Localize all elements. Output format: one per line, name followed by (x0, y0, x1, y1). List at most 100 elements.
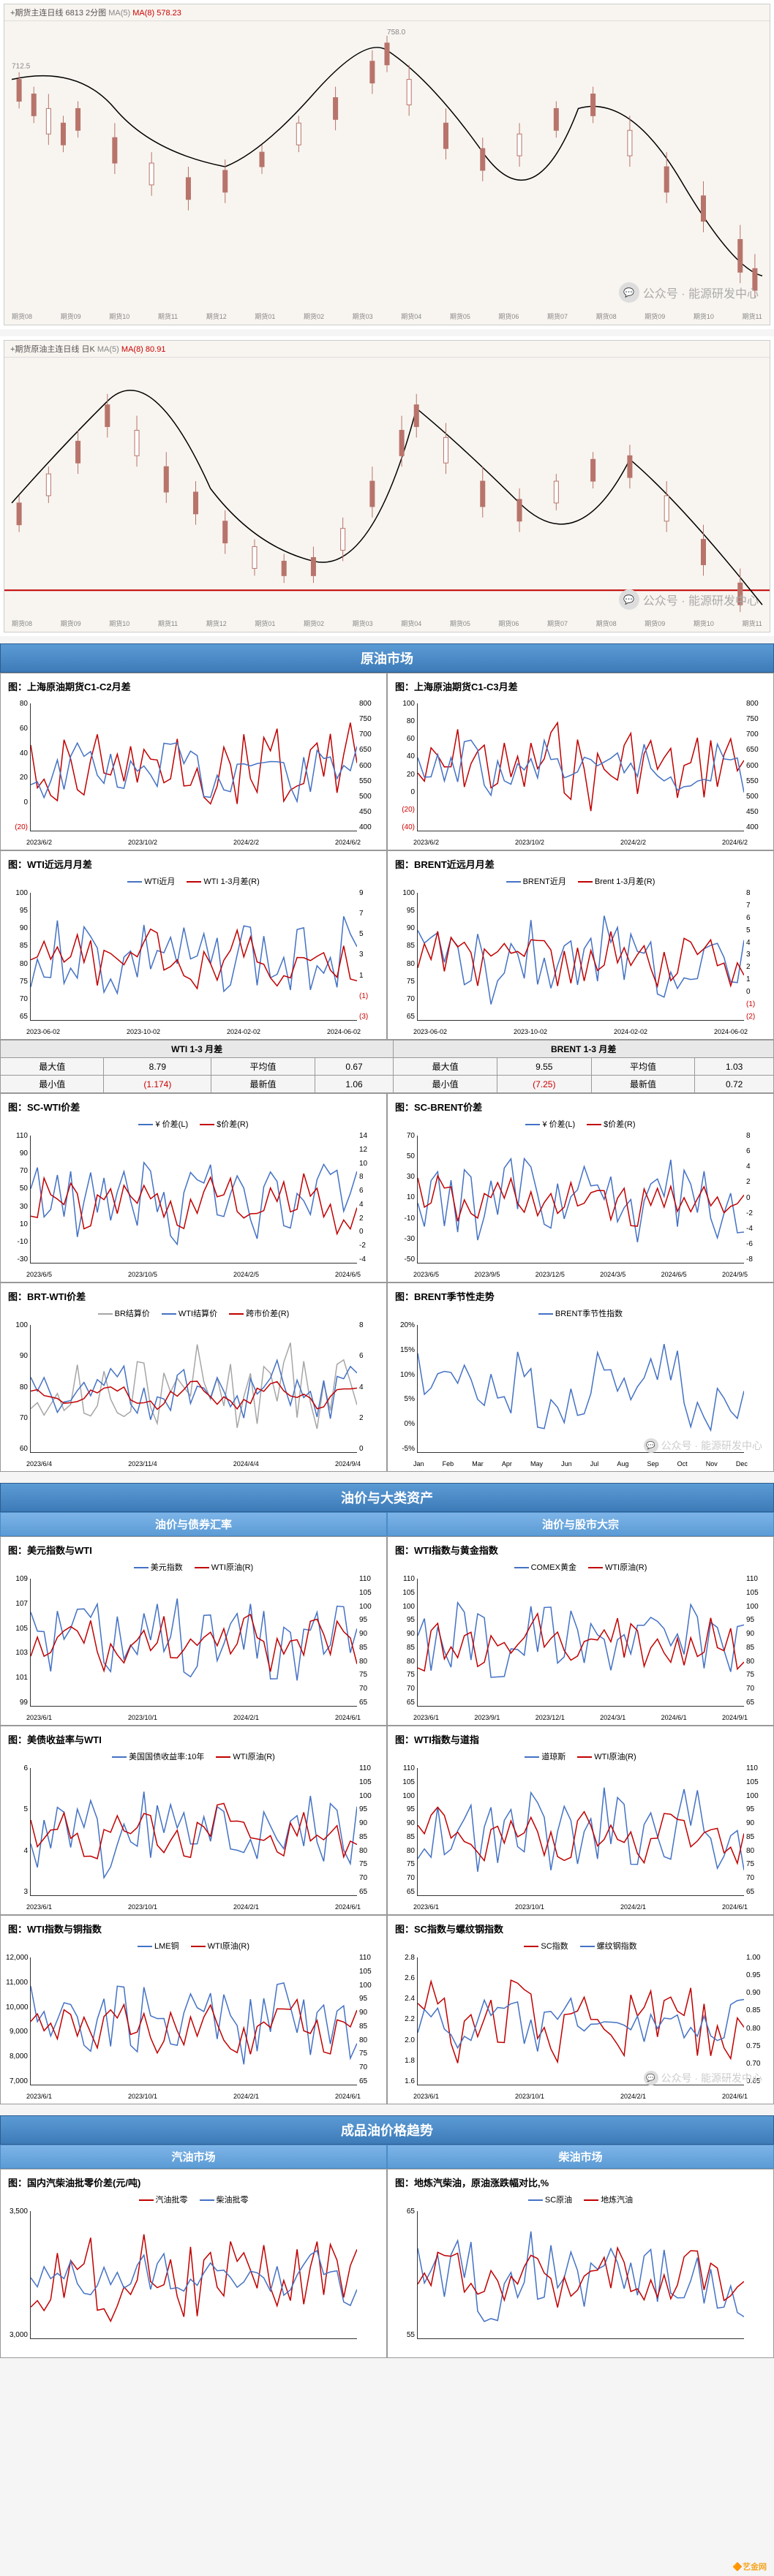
x-tick: 期货11 (742, 311, 762, 321)
y-tick: (40) (393, 823, 415, 831)
x-tick: 2024-02-02 (227, 1028, 260, 1035)
chart-cell: 图：上海原油期货C1-C2月差 806040200(20) 8007507006… (0, 673, 387, 850)
x-tick: Jul (590, 1460, 599, 1468)
y-tick: 450 (746, 808, 768, 816)
y-tick: 8 (746, 1132, 768, 1140)
y-tick: 600 (746, 762, 768, 770)
chart-cell: 图：SC指数与螺纹钢指数 SC指数螺纹钢指数 2.82.62.42.22.01.… (387, 1915, 774, 2104)
y-tick: 109 (6, 1575, 28, 1583)
x-tick: 2023/10/2 (515, 839, 544, 846)
legend-item: $价差(R) (200, 1118, 248, 1130)
x-tick: 期货12 (206, 619, 227, 628)
y-tick: 0.85 (746, 2006, 768, 2014)
x-tick: 2023/10/1 (128, 1903, 157, 1911)
y-tick: 8,000 (6, 2052, 28, 2061)
stat-label: 最小值 (1, 1076, 104, 1093)
y-axis-left: 11010510095908580757065 (393, 1764, 415, 1896)
y-tick: 90 (359, 1630, 381, 1638)
mini-chart: 10095908580757065 97531(1)(3) 2023-06-02… (4, 889, 383, 1035)
y-tick: 60 (6, 725, 28, 733)
y-tick: -2 (359, 1242, 381, 1250)
x-tick: 期货09 (645, 619, 665, 628)
x-tick: 2024/6/5 (335, 1271, 361, 1278)
legend: BR结算价WTI结算价跨市价差(R) (4, 1305, 383, 1321)
mini-chart: 100806040200(20)(40) 8007507006506005505… (391, 700, 770, 846)
y-tick: 6 (359, 1352, 381, 1360)
legend-item: COMEX黄金 (514, 1561, 576, 1573)
x-tick: 2024/2/1 (620, 1903, 646, 1911)
x-tick: 期货10 (694, 619, 714, 628)
y-tick: 2.0 (393, 2036, 415, 2044)
y-tick: 2 (746, 1178, 768, 1186)
sub-left-2: 油价与债券汇率 (0, 1512, 387, 1536)
y-tick: -6 (746, 1240, 768, 1248)
legend-item: WTI原油(R) (216, 1750, 274, 1762)
sub-right-3: 柴油市场 (387, 2145, 774, 2169)
y-axis-left: 10095908580757065 (6, 889, 28, 1021)
plot-area (30, 2211, 357, 2339)
x-tick: 期货05 (450, 619, 470, 628)
chart-title: 图：BRENT季节性走势 (391, 1287, 770, 1305)
y-tick: 10 (6, 1220, 28, 1228)
line-svg (31, 1136, 357, 1263)
y-tick: 5 (746, 926, 768, 934)
legend-item: WTI原油(R) (577, 1750, 636, 1762)
x-tick: 期货08 (12, 619, 32, 628)
x-tick: Dec (736, 1460, 748, 1468)
legend-item: BRENT季节性指数 (538, 1307, 623, 1319)
legend: 美元指数WTI原油(R) (4, 1559, 383, 1575)
y-axis-right (359, 2207, 381, 2339)
x-tick: 期货11 (742, 619, 762, 628)
y-tick: 14 (359, 1132, 381, 1140)
y-tick: 0 (746, 1194, 768, 1202)
legend: ¥ 价差(L)$价差(R) (391, 1116, 770, 1132)
candlestick-svg-2 (4, 358, 770, 619)
y-tick: 100 (393, 1792, 415, 1800)
y-tick: 20 (6, 774, 28, 782)
y-axis-left: 6555 (393, 2207, 415, 2339)
x-tick: 2024/3/1 (600, 1714, 625, 1721)
plot-area (417, 1579, 744, 1707)
x-axis: 2023/6/12023/10/12024/2/12024/6/1 (26, 1903, 361, 1911)
x-tick: 2023/10/1 (128, 1714, 157, 1721)
x-tick: 2024/4/4 (233, 1460, 259, 1468)
x-tick: 期货03 (353, 619, 373, 628)
legend-item: Brent 1-3月差(R) (578, 875, 655, 887)
section-header-crude: 原油市场 (0, 643, 774, 673)
y-tick: 10 (393, 1193, 415, 1201)
line-svg (418, 1579, 744, 1706)
watermark-2: 💬 公众号 · 能源研发中心 (619, 589, 759, 610)
x-tick: Feb (443, 1460, 454, 1468)
mini-chart: 3,5003,000 (4, 2207, 383, 2354)
y-tick: 4 (746, 939, 768, 947)
plot-area (30, 1136, 357, 1264)
y-tick: 75 (393, 1671, 415, 1679)
x-tick: 2023/9/1 (474, 1714, 500, 1721)
y-tick: 0.70 (746, 2060, 768, 2068)
x-tick: 2023-06-02 (413, 1028, 447, 1035)
ma5-label: MA(5) (97, 345, 119, 354)
line-svg (418, 893, 744, 1020)
mini-chart: 11010510095908580757065 1101051009590858… (391, 1575, 770, 1721)
x-tick: 2023/6/2 (413, 839, 439, 846)
y-tick: 85 (6, 942, 28, 950)
y-tick: (1) (359, 992, 381, 1000)
y-tick: 2 (359, 1215, 381, 1223)
y-tick: 75 (746, 1860, 768, 1868)
chart-header-2: +期货原油主连日线 日K MA(5) MA(8) 80.91 (4, 341, 770, 358)
y-tick: 95 (393, 1616, 415, 1624)
y-tick: 70 (6, 1414, 28, 1422)
y-tick: 60 (393, 735, 415, 743)
y-tick: 70 (359, 1685, 381, 1693)
y-tick: 105 (359, 1589, 381, 1597)
x-tick: 2024-06-02 (327, 1028, 361, 1035)
candlestick-panel-1: +期货主连日线 6813 2分图 MA(5) MA(8) 578.23 (0, 0, 774, 329)
x-axis: 2023/6/52023/9/52023/12/52024/3/52024/6/… (413, 1271, 748, 1278)
x-tick: Jun (561, 1460, 572, 1468)
y-tick: 0.80 (746, 2025, 768, 2033)
x-tick: 2024-06-02 (714, 1028, 748, 1035)
y-tick: 65 (6, 1013, 28, 1021)
y-tick: 600 (359, 762, 381, 770)
y-tick: 0 (359, 1228, 381, 1236)
x-axis: 2023-06-022023-10-022024-02-022024-06-02 (413, 1028, 748, 1035)
